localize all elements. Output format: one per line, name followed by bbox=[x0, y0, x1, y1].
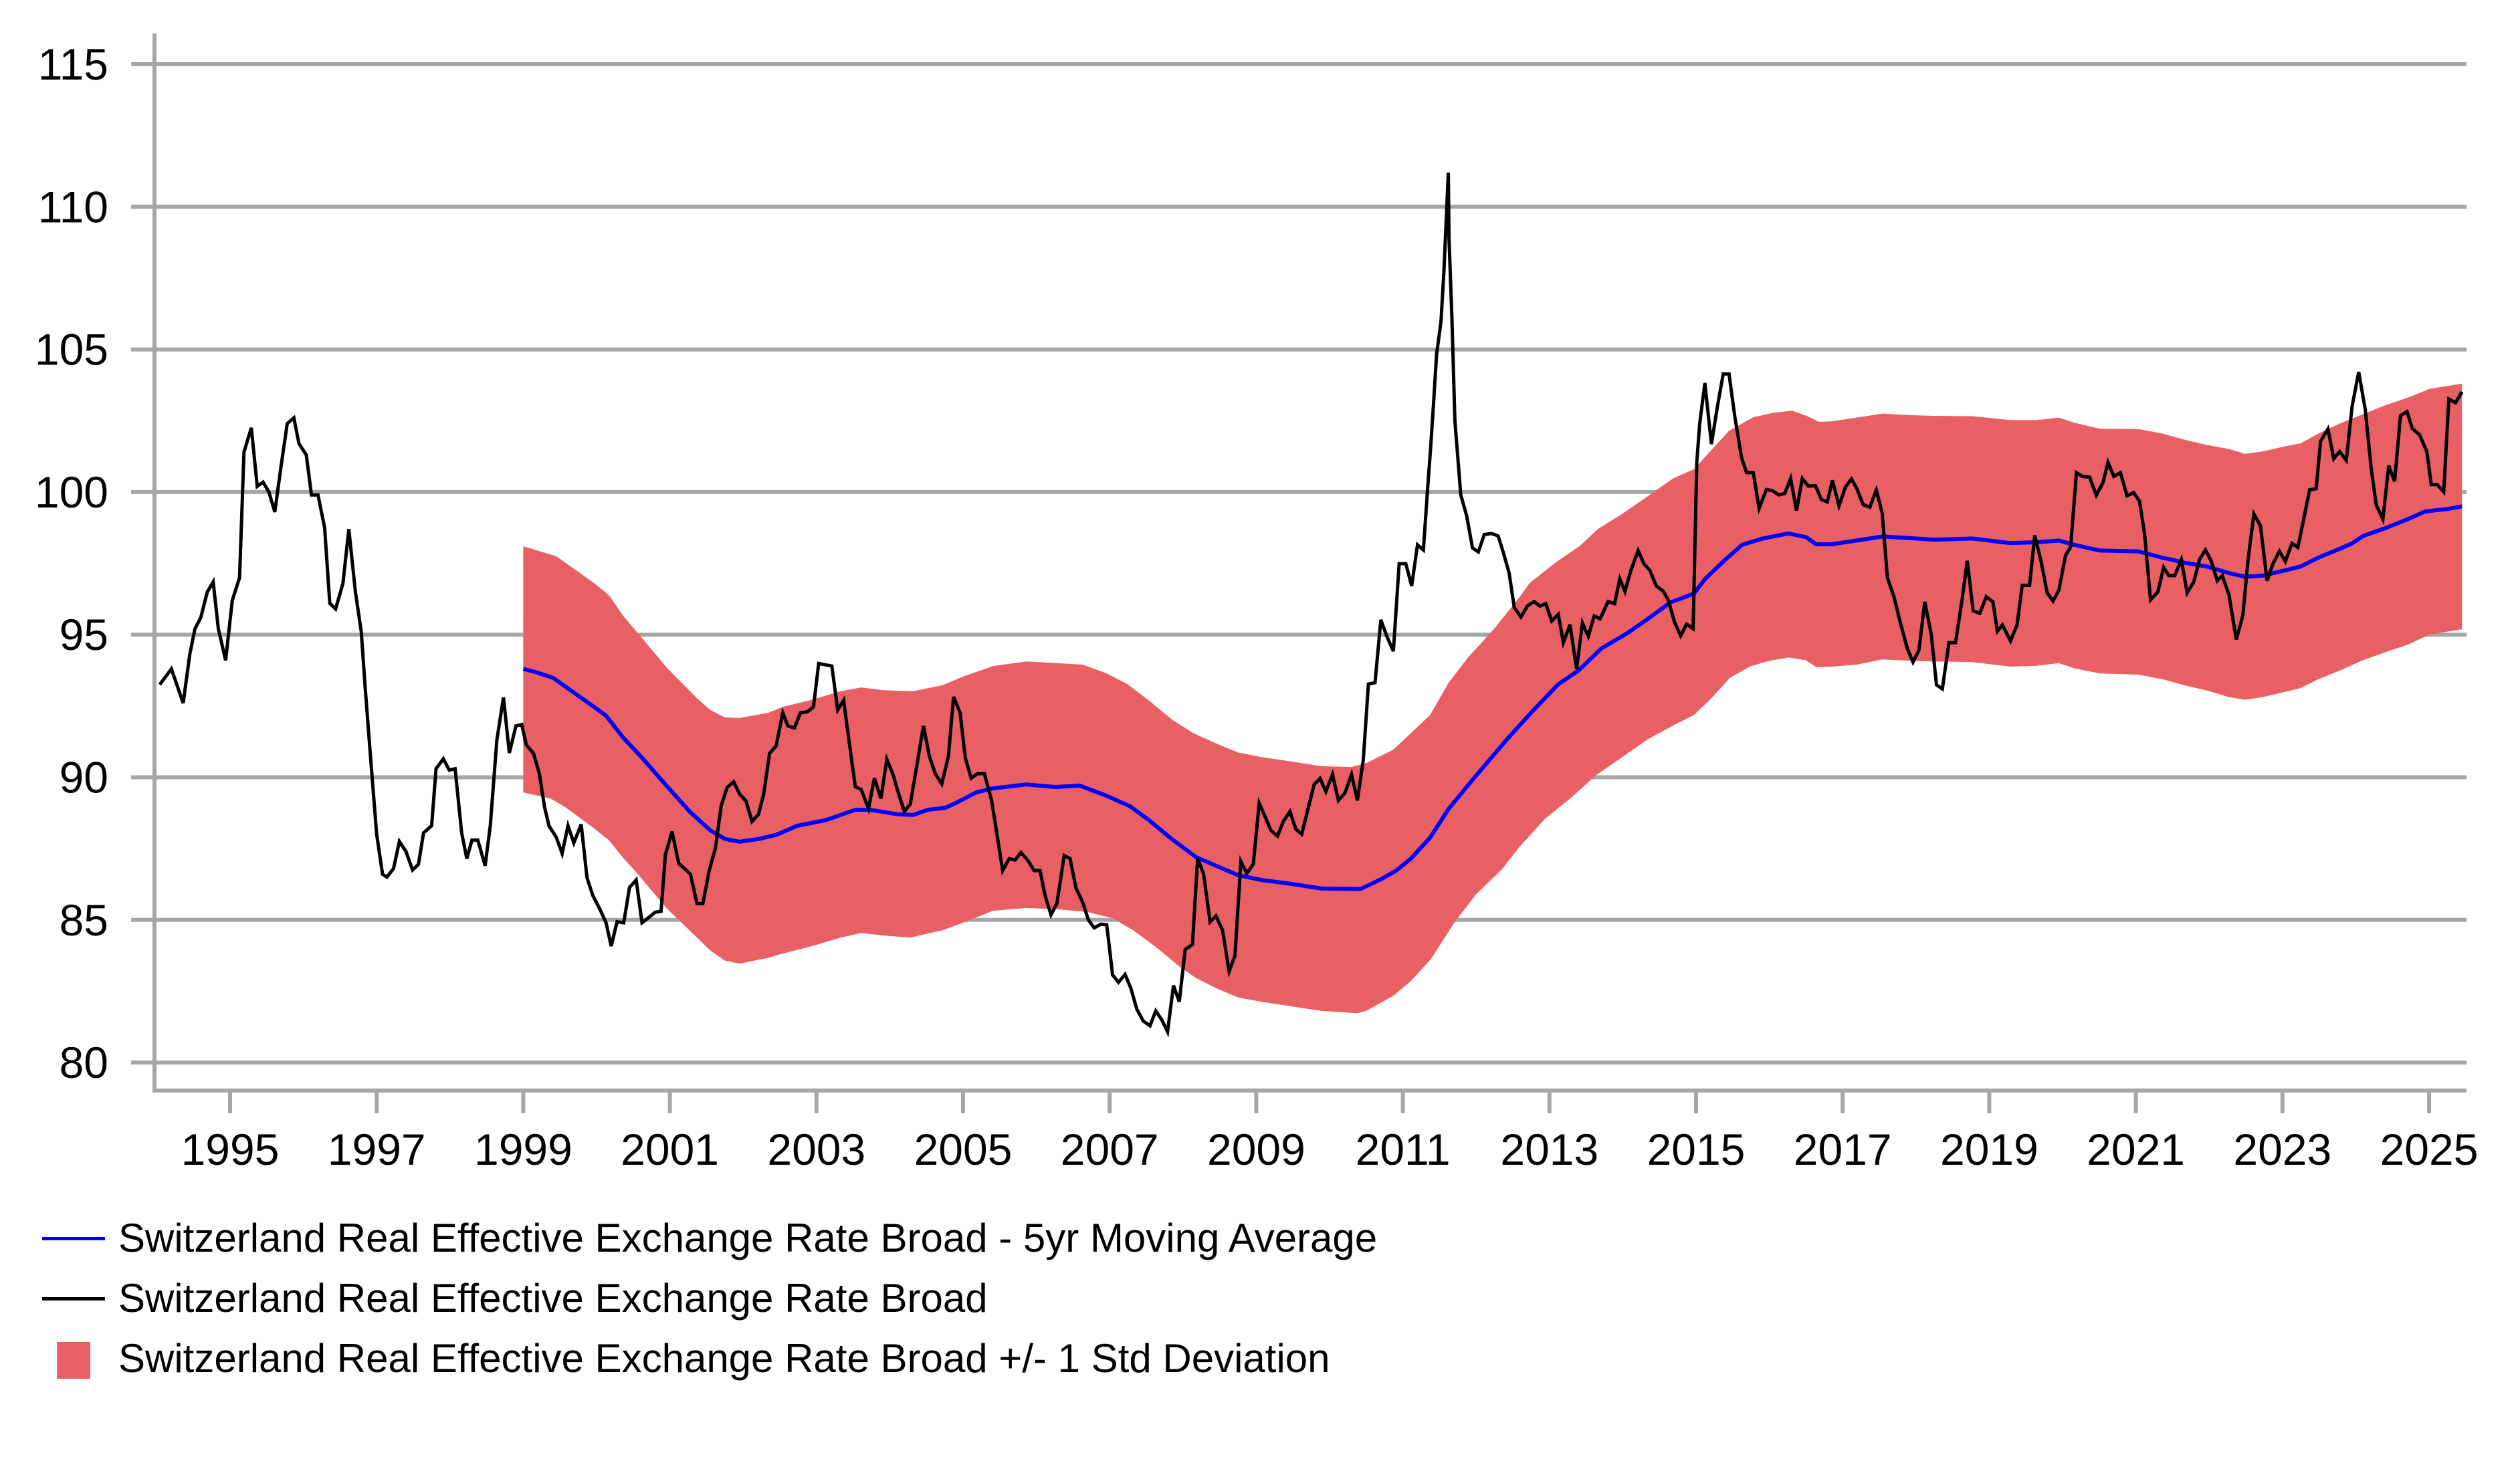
legend-label: Switzerland Real Effective Exchange Rate… bbox=[118, 1276, 988, 1321]
y-tick-label: 115 bbox=[38, 39, 108, 89]
y-axis-tick-labels: 80 85 90 95 100 105 110 115 bbox=[35, 39, 108, 1087]
y-tick-label: 110 bbox=[38, 182, 108, 231]
x-tick-label: 2015 bbox=[1647, 1125, 1746, 1174]
chart: 80 85 90 95 100 105 110 115 1995 1997 1999 2001 200… bbox=[35, 33, 2479, 1174]
legend-label: Switzerland Real Effective Exchange Rate… bbox=[118, 1216, 1378, 1260]
legend-line-blue-icon bbox=[42, 1237, 105, 1240]
x-tick-label: 1997 bbox=[328, 1125, 426, 1174]
moving-average-layer bbox=[522, 504, 2462, 891]
x-tick-label: 2023 bbox=[2233, 1125, 2331, 1174]
y-tick-label: 100 bbox=[35, 467, 108, 517]
series-layer bbox=[158, 172, 2464, 1038]
moving-average-line bbox=[522, 504, 2462, 891]
x-tick-label: 2013 bbox=[1500, 1125, 1598, 1174]
x-tick-label: 2001 bbox=[621, 1125, 719, 1174]
legend-line-black-icon bbox=[42, 1297, 105, 1300]
x-axis-tick-labels: 1995 1997 1999 2001 2003 2005 2007 2009 2011 2013… bbox=[181, 1091, 2479, 1174]
legend-swatch-red-icon bbox=[57, 1342, 90, 1379]
x-tick-label: 2011 bbox=[1356, 1125, 1451, 1174]
x-tick-label: 1995 bbox=[181, 1125, 280, 1174]
x-tick-label: 2005 bbox=[914, 1125, 1013, 1174]
legend-label: Switzerland Real Effective Exchange Rate… bbox=[118, 1336, 1330, 1381]
x-tick-label: 2021 bbox=[2087, 1125, 2185, 1174]
y-tick-label: 80 bbox=[60, 1038, 108, 1087]
y-tick-label: 105 bbox=[35, 325, 108, 374]
x-tick-label: 2025 bbox=[2380, 1125, 2479, 1174]
y-tick-label: 95 bbox=[60, 610, 108, 659]
x-tick-label: 2017 bbox=[1794, 1125, 1892, 1174]
x-tick-label: 2009 bbox=[1207, 1125, 1305, 1174]
x-tick-label: 2003 bbox=[767, 1125, 865, 1174]
x-tick-label: 1999 bbox=[474, 1125, 572, 1174]
exchange-rate-line bbox=[158, 172, 2464, 1038]
x-tick-label: 2019 bbox=[1940, 1125, 2038, 1174]
y-tick-label: 85 bbox=[60, 895, 108, 945]
x-tick-label: 2007 bbox=[1061, 1125, 1159, 1174]
y-tick-label: 90 bbox=[60, 753, 108, 802]
axes bbox=[152, 33, 2466, 1093]
